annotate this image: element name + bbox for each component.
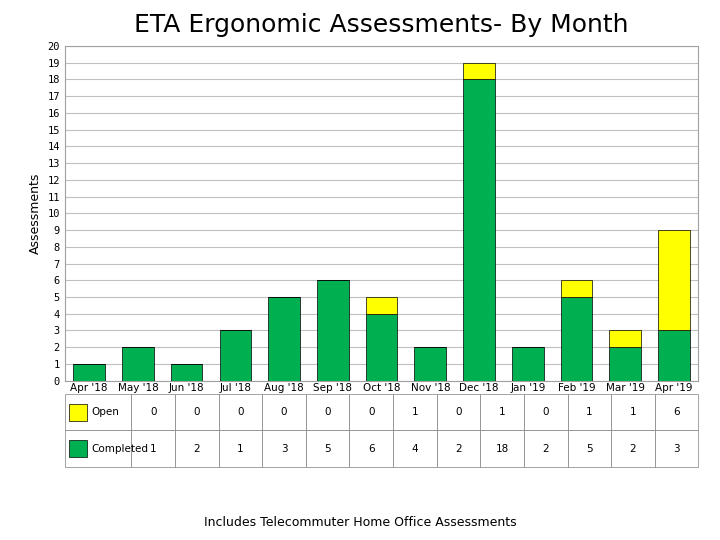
Text: 1: 1: [630, 407, 636, 417]
Bar: [654, 394, 698, 430]
Text: 0: 0: [281, 407, 287, 417]
Title: ETA Ergonomic Assessments- By Month: ETA Ergonomic Assessments- By Month: [135, 13, 629, 37]
Bar: [393, 430, 436, 467]
Text: 0: 0: [194, 407, 200, 417]
Bar: [262, 430, 306, 467]
Bar: [366, 314, 397, 381]
Bar: [512, 347, 544, 381]
Bar: [393, 394, 436, 430]
Bar: [131, 430, 175, 467]
Bar: [219, 394, 262, 430]
Text: Open: Open: [91, 407, 120, 417]
Bar: [366, 297, 397, 314]
Text: 3: 3: [281, 444, 287, 454]
Text: Includes Telecommuter Home Office Assessments: Includes Telecommuter Home Office Assess…: [204, 516, 516, 529]
Bar: [561, 297, 593, 381]
Bar: [317, 280, 348, 381]
Bar: [65, 430, 131, 467]
Bar: [611, 430, 654, 467]
Bar: [524, 394, 567, 430]
Bar: [175, 394, 219, 430]
Bar: [567, 430, 611, 467]
Bar: [609, 330, 641, 347]
Bar: [463, 63, 495, 79]
Text: 0: 0: [237, 407, 243, 417]
Text: 6: 6: [673, 407, 680, 417]
Bar: [561, 280, 593, 297]
Bar: [219, 430, 262, 467]
Text: 4: 4: [412, 444, 418, 454]
Bar: [436, 430, 480, 467]
Text: 2: 2: [455, 444, 462, 454]
Bar: [175, 430, 219, 467]
Bar: [269, 297, 300, 381]
Bar: [73, 364, 105, 381]
Text: 1: 1: [412, 407, 418, 417]
Text: 18: 18: [495, 444, 509, 454]
Bar: [306, 394, 349, 430]
Text: 1: 1: [237, 444, 243, 454]
Text: 2: 2: [630, 444, 636, 454]
Bar: [69, 440, 87, 457]
Text: 1: 1: [499, 407, 505, 417]
Text: 1: 1: [150, 444, 156, 454]
Bar: [131, 394, 175, 430]
Text: 0: 0: [455, 407, 462, 417]
Bar: [171, 364, 202, 381]
Bar: [65, 394, 131, 430]
Bar: [220, 330, 251, 381]
Text: 2: 2: [542, 444, 549, 454]
Bar: [658, 230, 690, 330]
Bar: [436, 394, 480, 430]
Text: 3: 3: [673, 444, 680, 454]
Text: 1: 1: [586, 407, 593, 417]
Bar: [262, 394, 306, 430]
Text: 5: 5: [324, 444, 331, 454]
Bar: [349, 430, 393, 467]
Bar: [567, 394, 611, 430]
Text: 0: 0: [150, 407, 156, 417]
Bar: [349, 394, 393, 430]
Bar: [611, 394, 654, 430]
Text: 6: 6: [368, 444, 374, 454]
Text: Completed: Completed: [91, 444, 148, 454]
Bar: [524, 430, 567, 467]
Bar: [122, 347, 154, 381]
Bar: [609, 347, 641, 381]
Bar: [69, 404, 87, 421]
Bar: [306, 430, 349, 467]
Text: 0: 0: [368, 407, 374, 417]
Text: 0: 0: [542, 407, 549, 417]
Text: 2: 2: [194, 444, 200, 454]
Bar: [658, 330, 690, 381]
Bar: [415, 347, 446, 381]
Y-axis label: Assessments: Assessments: [29, 173, 42, 254]
Text: 0: 0: [325, 407, 331, 417]
Bar: [480, 430, 524, 467]
Bar: [463, 79, 495, 381]
Bar: [480, 394, 524, 430]
Text: 5: 5: [586, 444, 593, 454]
Bar: [654, 430, 698, 467]
